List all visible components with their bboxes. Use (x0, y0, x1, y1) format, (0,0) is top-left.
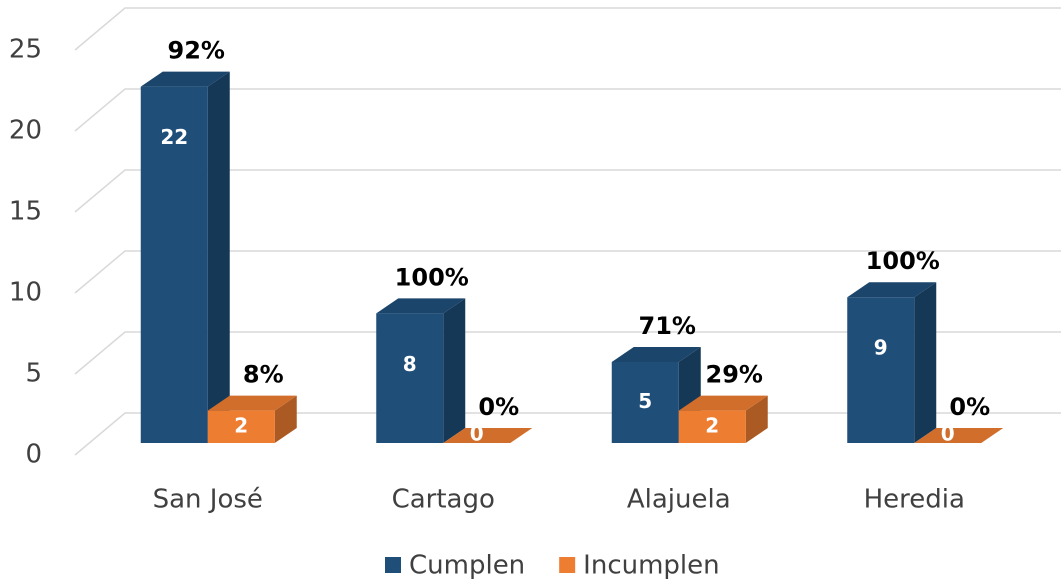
data-label: 9 (874, 336, 888, 360)
data-label: 5 (638, 389, 652, 413)
y-tick-label: 25 (9, 35, 42, 65)
data-label: 22 (160, 125, 188, 149)
legend-label: Cumplen (409, 551, 525, 581)
data-label: 8 (403, 352, 417, 376)
bar-face (443, 298, 466, 443)
x-tick-label: San José (153, 485, 263, 515)
percent-label: 92% (168, 37, 225, 65)
percent-label: 100% (866, 247, 940, 275)
x-tick-label: Heredia (864, 485, 965, 515)
y-tick-label: 0 (25, 440, 42, 470)
x-tick-label: Alajuela (627, 485, 731, 515)
grid-line (74, 169, 1061, 213)
y-tick-label: 15 (9, 197, 42, 227)
data-label: 0 (470, 422, 484, 446)
bar-face (847, 282, 937, 298)
grid-line (74, 331, 1061, 375)
bar (847, 282, 937, 443)
bar (376, 298, 466, 443)
bar-face (745, 395, 768, 443)
legend-swatch (559, 557, 576, 573)
bar (611, 347, 701, 443)
bar-face (140, 71, 230, 87)
bar (140, 71, 230, 443)
y-tick-label: 5 (25, 359, 42, 389)
bar-face (914, 282, 937, 443)
percent-label: 8% (243, 361, 284, 389)
bar (914, 428, 1004, 443)
bar (443, 428, 533, 443)
bar-face (274, 395, 297, 443)
bar (678, 395, 768, 443)
bar-face (914, 428, 1004, 443)
percent-label: 100% (395, 263, 469, 291)
y-tick-label: 20 (9, 116, 42, 146)
bar-face (376, 298, 466, 314)
bar-face (611, 347, 701, 362)
data-label: 2 (234, 413, 248, 437)
bar-face (207, 410, 275, 443)
percent-label: 0% (478, 393, 519, 421)
x-tick-label: Cartago (392, 485, 495, 515)
data-label: 2 (705, 413, 719, 437)
bar-face (207, 395, 297, 411)
bar-face (207, 71, 230, 443)
grid-line (74, 7, 1061, 51)
bar (207, 395, 297, 443)
y-tick-label: 10 (9, 278, 42, 308)
legend-swatch (385, 557, 401, 573)
bar-face (678, 395, 768, 411)
bar-face (611, 362, 679, 443)
bar-face (376, 313, 444, 443)
percent-label: 29% (706, 361, 763, 389)
percent-label: 0% (949, 393, 990, 421)
bar-face (678, 410, 746, 443)
grid-line (74, 250, 1061, 294)
bar-face (443, 428, 533, 443)
bar-face (847, 297, 915, 443)
bar-face (140, 86, 208, 443)
percent-label: 71% (639, 312, 696, 340)
data-label: 0 (941, 422, 955, 446)
grid-line (74, 88, 1061, 132)
legend-label: Incumplen (583, 551, 719, 581)
